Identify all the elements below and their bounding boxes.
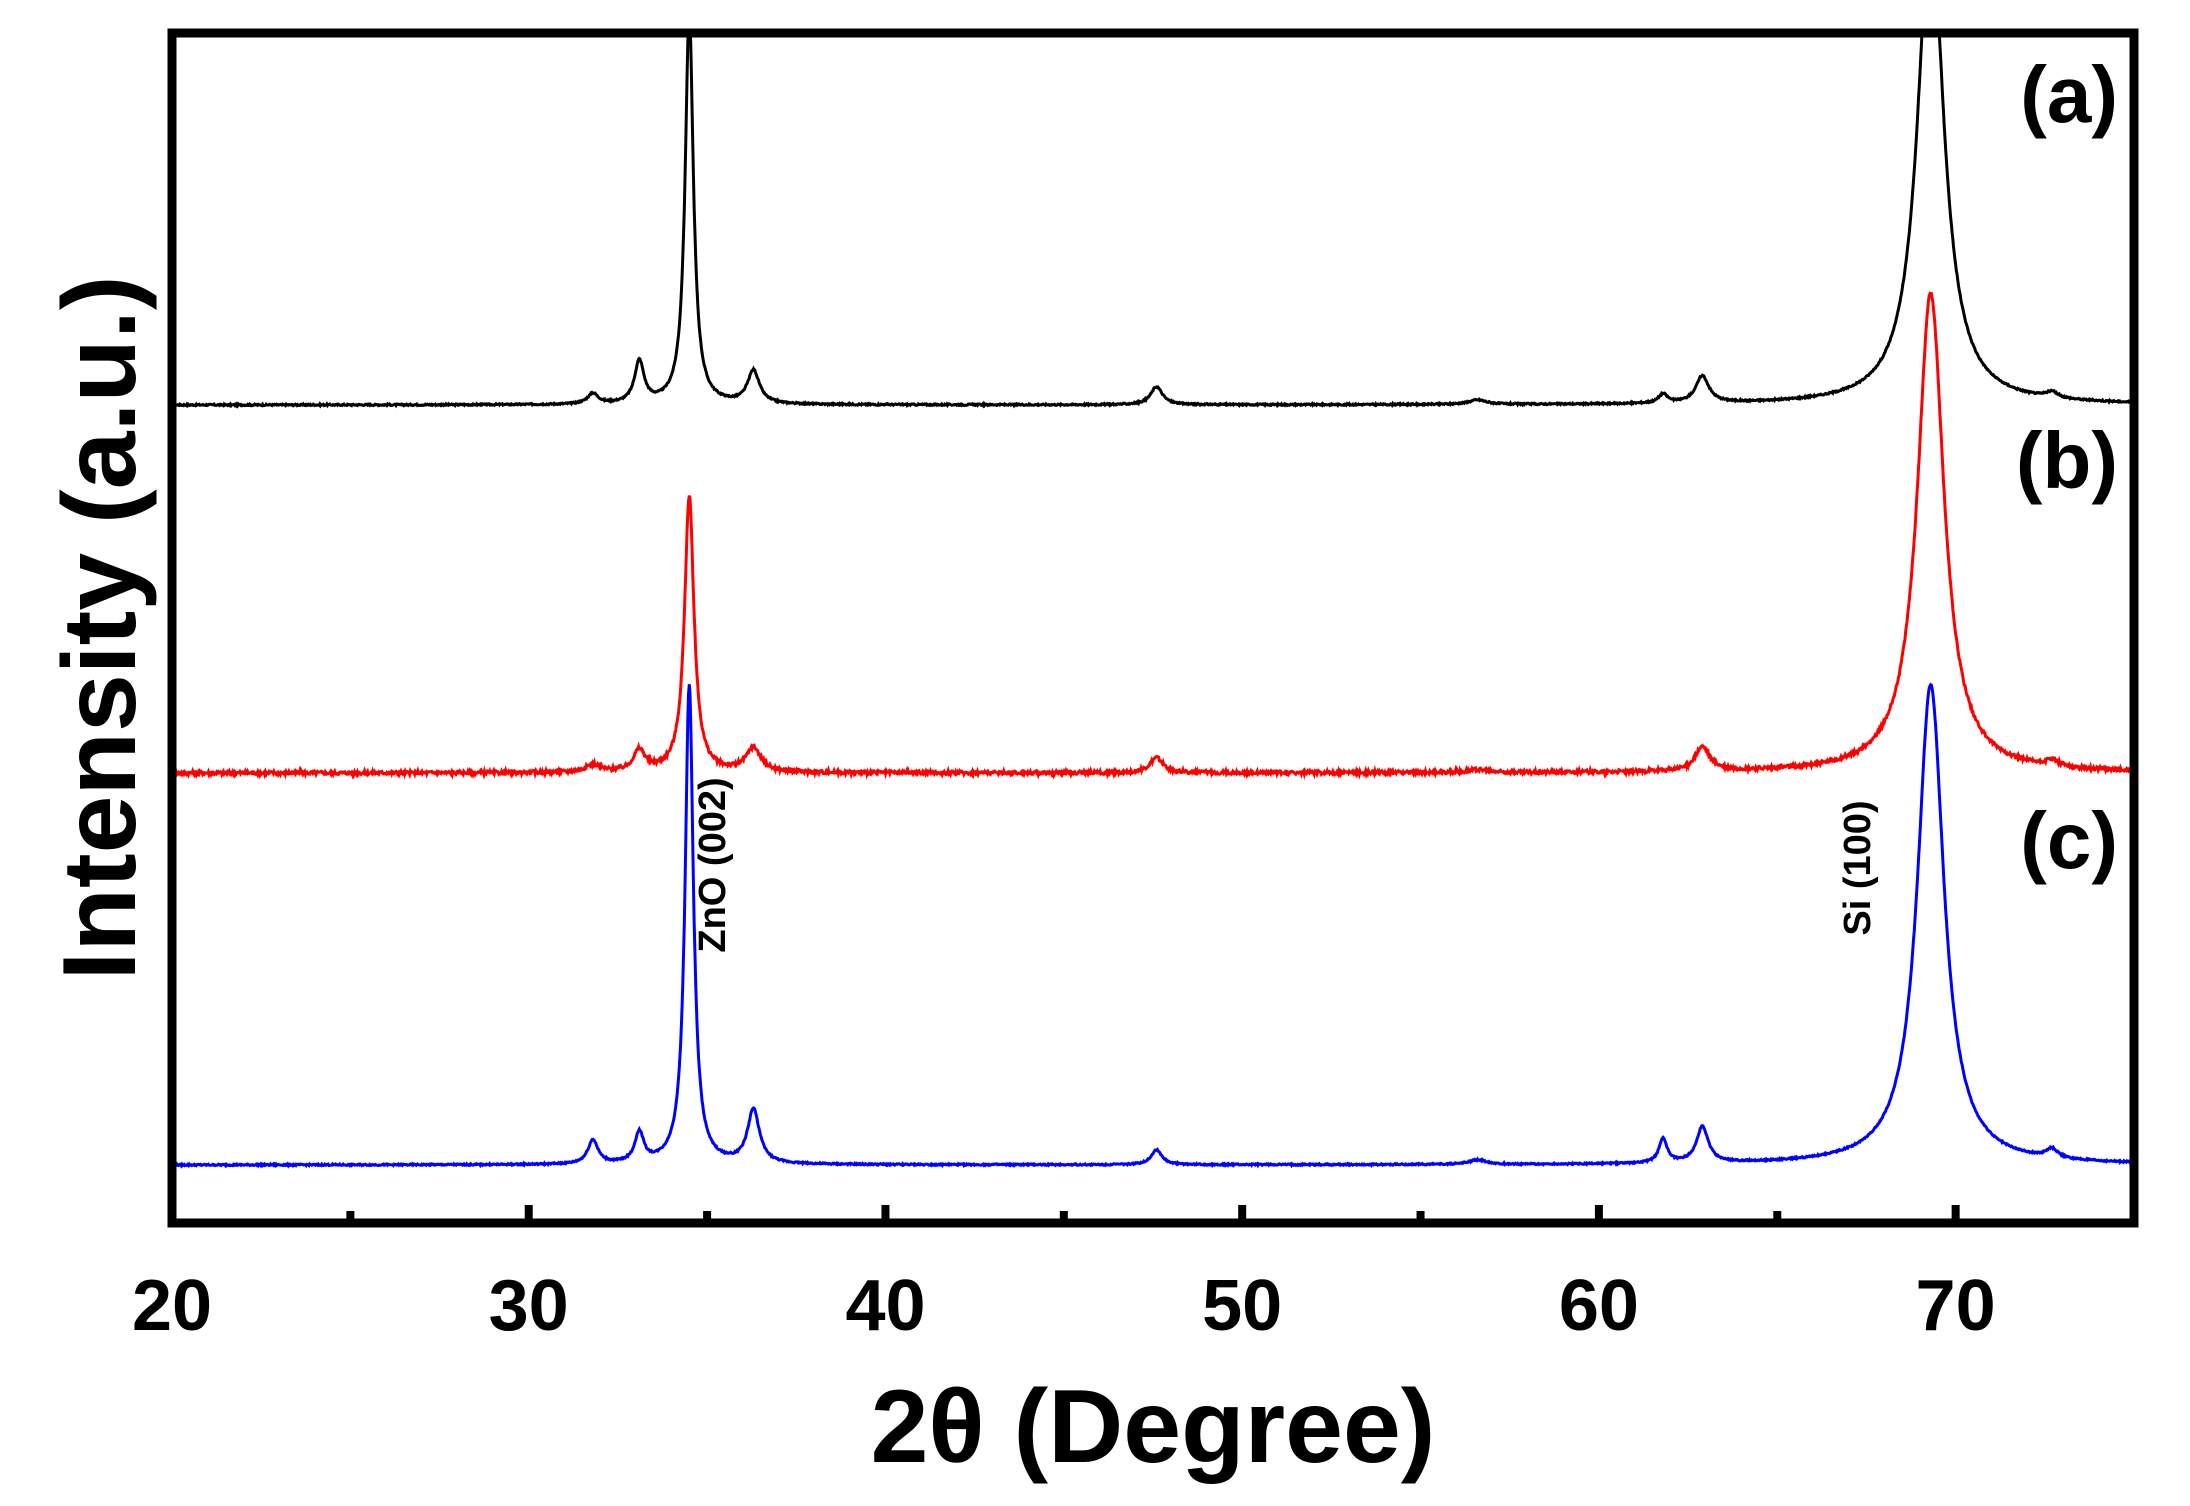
series-label-a: (a) xyxy=(2020,50,2118,139)
curves-group xyxy=(172,33,2134,1169)
series-line-c xyxy=(172,682,2134,1169)
peak-annotation-zno-002: ZnO (002) xyxy=(692,777,734,952)
x-tick-label-30: 30 xyxy=(489,1266,569,1346)
x-tick-label-40: 40 xyxy=(845,1266,925,1346)
x-tick-label-50: 50 xyxy=(1202,1266,1282,1346)
series-label-b: (b) xyxy=(2016,416,2118,505)
x-axis-label: 2θ (Degree) xyxy=(871,1369,1436,1485)
series-line-a xyxy=(172,33,2134,409)
x-tick-label-20: 20 xyxy=(132,1266,212,1346)
x-tick-label-60: 60 xyxy=(1559,1266,1639,1346)
plot-frame xyxy=(167,28,2139,1228)
series-label-c: (c) xyxy=(2020,796,2118,885)
x-tick-label-70: 70 xyxy=(1916,1266,1996,1346)
peak-annotation-si-100: Si (100) xyxy=(1837,800,1879,935)
annotations-group: ZnO (002) Si (100) xyxy=(692,777,1879,952)
series-labels-group: (a) (b) (c) xyxy=(2016,50,2118,885)
y-axis-label: Intensity (a.u.) xyxy=(42,276,158,981)
x-axis-ticks: 20 30 40 50 60 70 xyxy=(132,1205,2138,1346)
series-line-b xyxy=(172,291,2134,781)
